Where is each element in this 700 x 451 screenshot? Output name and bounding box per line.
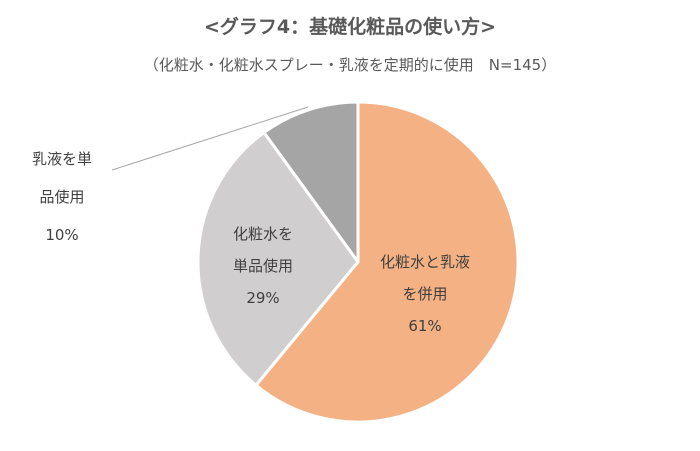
slice-label-milk-only: 乳液を単 品使用 10% [31, 150, 92, 244]
chart-title: <グラフ4：基礎化粧品の使い方> [203, 16, 497, 38]
leader-line [111, 106, 309, 171]
chart-subtitle: （化粧水・化粧水スプレー・乳液を定期的に使用 N=145） [143, 56, 557, 74]
slice-label-lotion-only: 化粧水を 単品使用 29% [232, 225, 293, 307]
pie-slice-lotion-only [196, 130, 360, 388]
slice-label-combined: 化粧水と乳液 を併用 61% [379, 253, 470, 335]
pie-slice-milk-only [261, 100, 360, 267]
pie-slice-combined [253, 100, 520, 424]
